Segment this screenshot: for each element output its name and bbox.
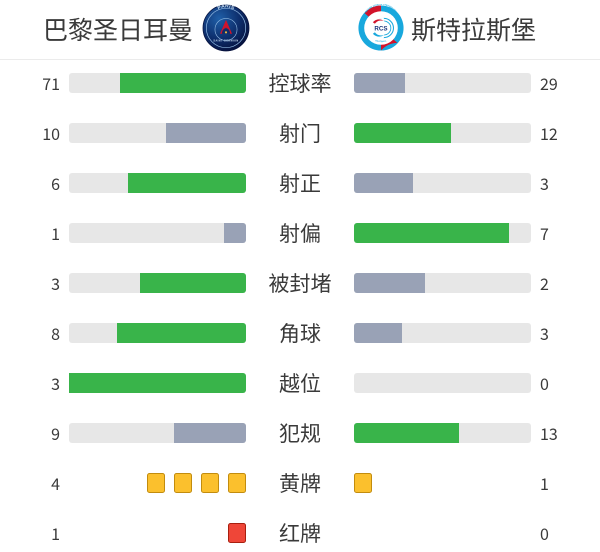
svg-text:SAINT-GERMAIN: SAINT-GERMAIN (213, 39, 238, 42)
svg-text:RCS: RCS (374, 25, 387, 32)
